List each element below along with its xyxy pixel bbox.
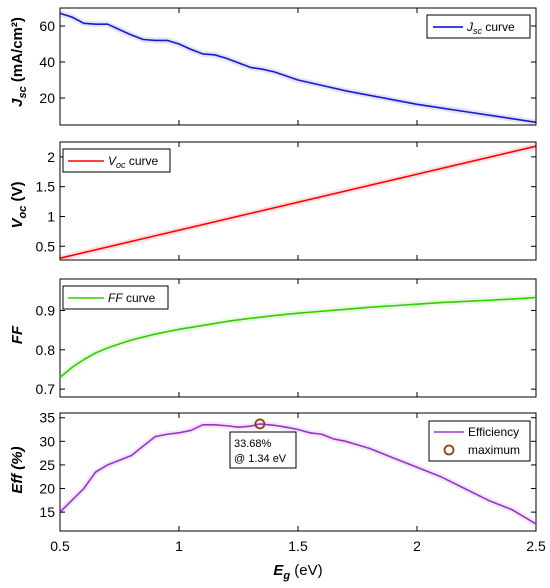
voc-legend: Voc curve <box>62 148 171 173</box>
jsc-ytick-label: 20 <box>39 90 55 106</box>
eff-ytick-label: 15 <box>39 504 55 520</box>
voc-ytick-label: 1.5 <box>36 179 56 195</box>
eff-ylabel: Eff (%) <box>9 446 26 493</box>
jsc-ytick-label: 60 <box>39 18 55 34</box>
x-tick-label: 2.5 <box>526 538 546 554</box>
ff-ylabel: FF <box>9 325 26 344</box>
eff-legend-label-1: Efficiency <box>468 425 519 439</box>
eff-ytick-label: 20 <box>39 481 55 497</box>
eff-legend-label-2: maximum <box>468 443 520 457</box>
eff-legend-swatch-2 <box>443 444 455 456</box>
annotation-at: @ 1.34 eV <box>234 453 287 465</box>
jsc-legend-label: Jsc curve <box>466 20 515 36</box>
eff-ytick-label: 35 <box>39 410 55 426</box>
max-point-marker <box>254 418 266 430</box>
jsc-series-line <box>59 12 537 124</box>
ff-ytick-label: 0.9 <box>36 302 56 318</box>
max-annotation: 33.68% @ 1.34 eV <box>229 431 297 469</box>
voc-ylabel: Voc (V) <box>9 181 29 228</box>
ff-series-line <box>59 296 537 378</box>
jsc-ytick-label: 40 <box>39 54 55 70</box>
eff-ytick-label: 30 <box>39 433 55 449</box>
voc-panel: Voc (V) 0.5 1 1.5 2 Voc curve <box>9 141 537 262</box>
ff-legend: FF curve <box>62 285 169 310</box>
x-tick-label: 1.5 <box>288 538 308 554</box>
eff-panel: Eff (%) Eg (eV) 15 20 25 30 35 0.5 1 1.5 2 2.5 Ef… <box>9 410 546 582</box>
ff-legend-label: FF curve <box>108 291 156 305</box>
voc-series-line <box>59 145 537 259</box>
jsc-panel: Jsc (mA/cm²) 20 40 60 Jsc curve <box>9 7 537 126</box>
eff-ytick-label: 25 <box>39 457 55 473</box>
voc-ytick-label: 2 <box>47 149 55 165</box>
x-tick-label: 2 <box>413 538 421 554</box>
jsc-ylabel: Jsc (mA/cm²) <box>9 17 29 107</box>
eff-legend: Efficiency maximum <box>428 420 531 462</box>
voc-ytick-label: 0.5 <box>36 238 56 254</box>
voc-ytick-label: 1 <box>47 208 55 224</box>
x-tick-label: 1 <box>175 538 183 554</box>
eff-series-line <box>59 423 537 525</box>
jsc-legend: Jsc curve <box>426 14 531 39</box>
ff-ytick-label: 0.7 <box>36 381 56 397</box>
annotation-value: 33.68% <box>234 438 272 450</box>
x-axis-label: Eg (eV) <box>273 562 322 582</box>
voc-legend-label: Voc curve <box>108 154 159 170</box>
ff-ytick-label: 0.8 <box>36 342 56 358</box>
ff-panel: FF 0.7 0.8 0.9 FF curve <box>9 278 537 398</box>
x-tick-label: 0.5 <box>50 538 70 554</box>
